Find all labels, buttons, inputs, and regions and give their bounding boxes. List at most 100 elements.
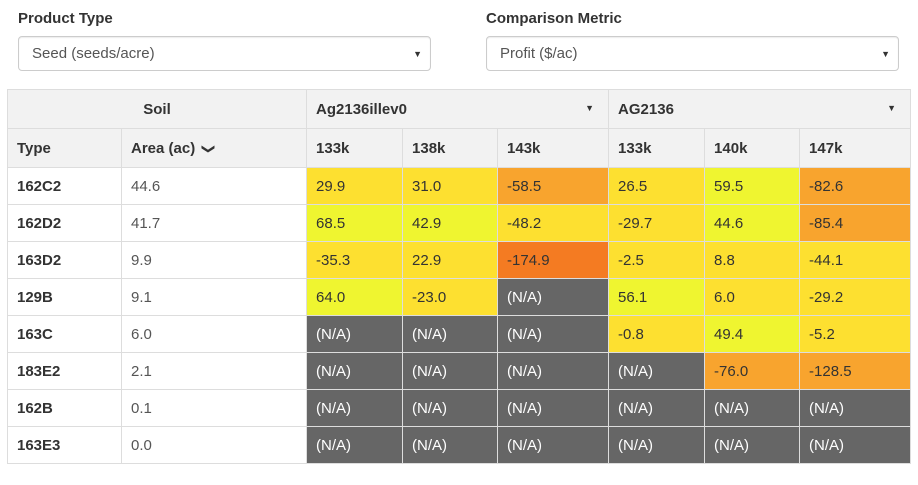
area-cell: 41.7 (120, 204, 308, 242)
filter-controls: Product Type Seed (seeds/acre) ▼ Compari… (0, 0, 918, 88)
value-cell: 31.0 (402, 167, 499, 205)
value-cell: (N/A) (608, 426, 706, 464)
value-cell: (N/A) (608, 389, 706, 427)
area-cell: 44.6 (120, 167, 308, 205)
chevron-down-icon: ▼ (413, 49, 422, 59)
product-type-select[interactable]: Seed (seeds/acre) ▼ (18, 36, 431, 71)
value-cell: (N/A) (497, 426, 610, 464)
rate-column-header[interactable]: 147k (799, 128, 912, 168)
value-cell: (N/A) (402, 389, 499, 427)
table-row: 162C2 44.6 29.9 31.0 -58.5 26.5 59.5 -82.6 (7, 167, 912, 205)
chevron-down-icon[interactable]: ▼ (585, 103, 595, 113)
rate-column-header[interactable]: 140k (704, 128, 801, 168)
chevron-down-icon: ▼ (881, 49, 890, 59)
table-row: 163D2 9.9 -35.3 22.9 -174.9 -2.5 8.8 -44.1 (7, 241, 912, 279)
value-cell: -128.5 (799, 352, 912, 390)
value-cell: -29.7 (608, 204, 706, 242)
value-cell: (N/A) (799, 389, 912, 427)
value-cell: -0.8 (608, 315, 706, 353)
value-cell: (N/A) (497, 352, 610, 390)
soil-type-cell: 162C2 (7, 167, 122, 205)
table-row: 129B 9.1 64.0 -23.0 (N/A) 56.1 6.0 -29.2 (7, 278, 912, 316)
group-header-row: Soil Ag2136illev0 ▼ AG2136 ▼ (6, 89, 912, 129)
value-cell: 42.9 (402, 204, 499, 242)
value-cell: (N/A) (402, 315, 499, 353)
value-cell: 68.5 (306, 204, 404, 242)
value-cell: -44.1 (799, 241, 912, 279)
area-cell: 9.9 (120, 241, 308, 279)
value-cell: (N/A) (402, 426, 499, 464)
value-cell: (N/A) (306, 352, 404, 390)
rate-column-header[interactable]: 138k (402, 128, 499, 168)
value-cell: -29.2 (799, 278, 912, 316)
value-cell: 8.8 (704, 241, 801, 279)
value-cell: (N/A) (497, 389, 610, 427)
value-cell: 49.4 (704, 315, 801, 353)
soil-type-cell: 162B (7, 389, 122, 427)
value-cell: -5.2 (799, 315, 912, 353)
value-cell: -85.4 (799, 204, 912, 242)
product-type-label: Product Type (18, 10, 113, 27)
value-cell: (N/A) (306, 389, 404, 427)
value-cell: (N/A) (704, 426, 801, 464)
group-name: AG2136 (618, 100, 674, 118)
group-header-ag2136illev0[interactable]: Ag2136illev0 ▼ (306, 89, 610, 129)
area-cell: 0.0 (120, 426, 308, 464)
value-cell: -76.0 (704, 352, 801, 390)
comparison-table: Soil Ag2136illev0 ▼ AG2136 ▼ Type Area (… (6, 89, 912, 464)
value-cell: -48.2 (497, 204, 610, 242)
comparison-metric-select[interactable]: Profit ($/ac) ▼ (486, 36, 899, 71)
value-cell: (N/A) (306, 426, 404, 464)
area-cell: 9.1 (120, 278, 308, 316)
table-row: 163C 6.0 (N/A) (N/A) (N/A) -0.8 49.4 -5.2 (7, 315, 912, 353)
soil-type-cell: 162D2 (7, 204, 122, 242)
area-cell: 6.0 (120, 315, 308, 353)
value-cell: 22.9 (402, 241, 499, 279)
comparison-metric-label: Comparison Metric (486, 10, 622, 27)
value-cell: 6.0 (704, 278, 801, 316)
value-cell: -2.5 (608, 241, 706, 279)
rate-column-header[interactable]: 143k (497, 128, 610, 168)
soil-type-cell: 163E3 (7, 426, 122, 464)
value-cell: 59.5 (704, 167, 801, 205)
soil-type-cell: 183E2 (7, 352, 122, 390)
area-cell: 0.1 (120, 389, 308, 427)
sort-descending-icon[interactable]: ❯ (201, 143, 217, 154)
value-cell: 64.0 (306, 278, 404, 316)
table-row: 162D2 41.7 68.5 42.9 -48.2 -29.7 44.6 -85.4 (7, 204, 912, 242)
value-cell: (N/A) (402, 352, 499, 390)
value-cell: 44.6 (704, 204, 801, 242)
soil-type-cell: 163C (7, 315, 122, 353)
comparison-metric-value: Profit ($/ac) (500, 45, 578, 62)
value-cell: -58.5 (497, 167, 610, 205)
area-column-header[interactable]: Area (ac) ❯ (120, 128, 308, 168)
value-cell: (N/A) (704, 389, 801, 427)
value-cell: -174.9 (497, 241, 610, 279)
value-cell: (N/A) (497, 315, 610, 353)
value-cell: -23.0 (402, 278, 499, 316)
column-header-row: Type Area (ac) ❯ 133k 138k 143k 133k 140… (7, 128, 912, 168)
value-cell: -35.3 (306, 241, 404, 279)
rate-column-header[interactable]: 133k (306, 128, 404, 168)
group-header-ag2136[interactable]: AG2136 ▼ (608, 89, 912, 129)
product-type-value: Seed (seeds/acre) (32, 45, 155, 62)
soil-type-cell: 129B (7, 278, 122, 316)
value-cell: (N/A) (608, 352, 706, 390)
soil-type-cell: 163D2 (7, 241, 122, 279)
value-cell: 26.5 (608, 167, 706, 205)
value-cell: 29.9 (306, 167, 404, 205)
type-column-header[interactable]: Type (7, 128, 122, 168)
value-cell: (N/A) (306, 315, 404, 353)
table-row: 183E2 2.1 (N/A) (N/A) (N/A) (N/A) -76.0 -128.5 (7, 352, 912, 390)
value-cell: -82.6 (799, 167, 912, 205)
rate-column-header[interactable]: 133k (608, 128, 706, 168)
table-row: 162B 0.1 (N/A) (N/A) (N/A) (N/A) (N/A) (N/A) (7, 389, 912, 427)
table-row: 163E3 0.0 (N/A) (N/A) (N/A) (N/A) (N/A) (N/A) (7, 426, 912, 464)
value-cell: (N/A) (799, 426, 912, 464)
soil-header: Soil (6, 89, 308, 129)
value-cell: (N/A) (497, 278, 610, 316)
chevron-down-icon[interactable]: ▼ (887, 103, 897, 113)
group-name: Ag2136illev0 (316, 100, 407, 118)
value-cell: 56.1 (608, 278, 706, 316)
area-column-label: Area (ac) (131, 139, 196, 157)
